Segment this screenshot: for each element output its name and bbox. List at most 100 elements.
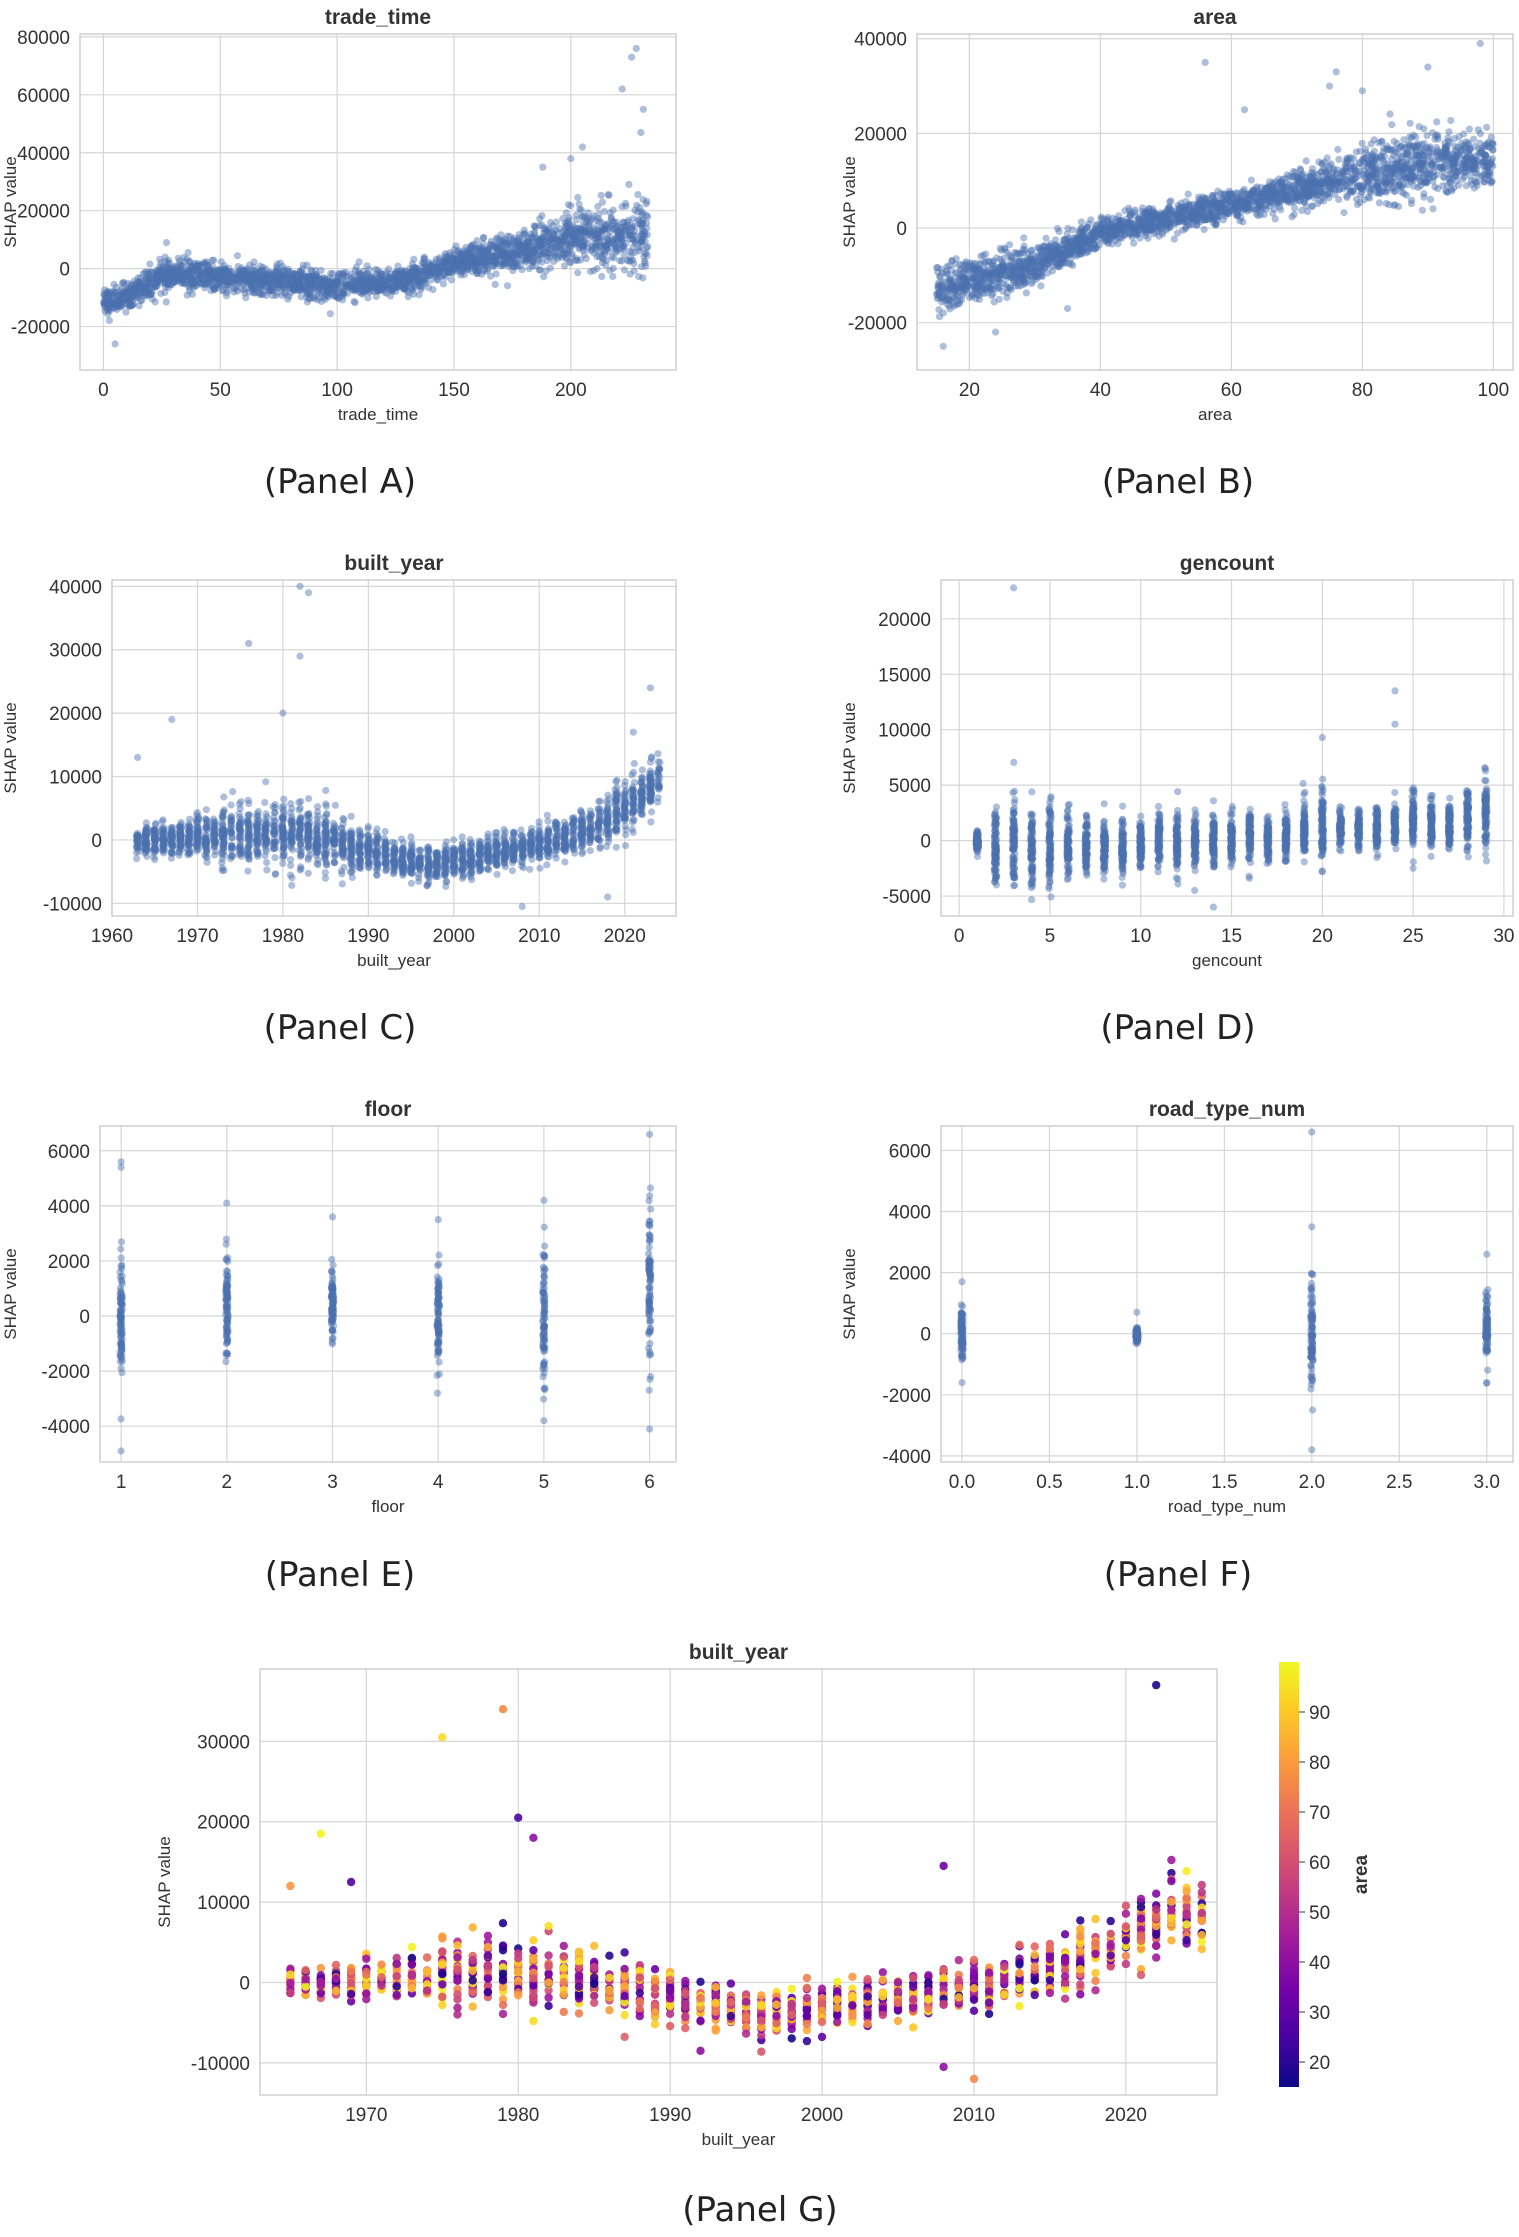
data-point (1210, 216, 1217, 223)
data-point (491, 241, 498, 248)
data-point (337, 279, 344, 286)
data-point (618, 246, 625, 253)
data-point (409, 274, 416, 281)
data-point (575, 245, 582, 252)
data-point (637, 129, 644, 136)
data-point (1044, 269, 1051, 276)
data-point (608, 253, 615, 260)
data-point (574, 194, 581, 201)
data-point (611, 242, 618, 249)
data-point (274, 290, 281, 297)
data-point (529, 263, 536, 270)
data-point (409, 287, 416, 294)
data-point (207, 266, 214, 273)
data-point (621, 266, 628, 273)
data-point (1272, 215, 1279, 222)
data-point (1334, 146, 1341, 153)
data-points (100, 45, 651, 348)
data-point (432, 274, 439, 281)
data-point (284, 296, 291, 303)
data-point (299, 265, 306, 272)
data-point (1368, 140, 1375, 147)
data-point (1419, 207, 1426, 214)
data-point (1380, 178, 1387, 185)
data-point (333, 293, 340, 300)
x-tick-label: 100 (321, 380, 353, 401)
data-point (263, 292, 270, 299)
data-point (638, 263, 645, 270)
data-point (134, 285, 141, 292)
data-point (1282, 175, 1289, 182)
data-point (262, 272, 269, 279)
data-point (1388, 147, 1395, 154)
data-point (634, 208, 641, 215)
data-point (1311, 172, 1318, 179)
data-point (1475, 126, 1482, 133)
data-point (633, 45, 640, 52)
data-point (559, 215, 566, 222)
data-point (1303, 157, 1310, 164)
data-point (339, 291, 346, 298)
data-point (308, 284, 315, 291)
data-point (565, 201, 572, 208)
data-point (590, 267, 597, 274)
data-point (1078, 218, 1085, 225)
data-point (1408, 197, 1415, 204)
data-point (1483, 124, 1490, 131)
data-point (298, 293, 305, 300)
x-axis-label: trade_time (338, 405, 418, 424)
data-point (539, 164, 546, 171)
data-point (1397, 182, 1404, 189)
data-point (998, 247, 1005, 254)
y-tick-label: 80000 (17, 28, 70, 49)
data-point (1300, 191, 1307, 198)
data-point (436, 254, 443, 261)
data-point (115, 296, 122, 303)
data-point (448, 254, 455, 261)
data-point (343, 273, 350, 280)
data-point (610, 207, 617, 214)
data-point (619, 239, 626, 246)
data-point (1395, 203, 1402, 210)
data-point (609, 273, 616, 280)
data-point (497, 262, 504, 269)
data-point (1427, 196, 1434, 203)
data-point (577, 235, 584, 242)
y-axis-label: SHAP value (1, 156, 20, 247)
data-point (145, 291, 152, 298)
data-point (200, 278, 207, 285)
data-point (643, 198, 650, 205)
x-tick-label: 150 (438, 380, 470, 401)
data-point (1130, 240, 1137, 247)
data-point (243, 285, 250, 292)
data-point (976, 260, 983, 267)
data-point (366, 266, 373, 273)
data-point (504, 282, 511, 289)
data-point (403, 281, 410, 288)
data-point (593, 217, 600, 224)
data-point (1305, 179, 1312, 186)
data-point (1020, 234, 1027, 241)
data-point (1290, 168, 1297, 175)
data-point (593, 223, 600, 230)
data-point (635, 273, 642, 280)
y-tick-label: 0 (59, 260, 70, 281)
data-point (393, 270, 400, 277)
data-point (643, 212, 650, 219)
data-point (170, 263, 177, 270)
data-point (281, 267, 288, 274)
data-point (570, 234, 577, 241)
data-point (641, 232, 648, 239)
data-point (599, 259, 606, 266)
data-point (1318, 168, 1325, 175)
data-point (622, 203, 629, 210)
data-point (472, 247, 479, 254)
data-point (301, 273, 308, 280)
data-point (1304, 208, 1311, 215)
data-point (215, 267, 222, 274)
x-tick-label: 0 (98, 380, 109, 401)
data-point (643, 249, 650, 256)
data-point (349, 283, 356, 290)
data-point (456, 257, 463, 264)
